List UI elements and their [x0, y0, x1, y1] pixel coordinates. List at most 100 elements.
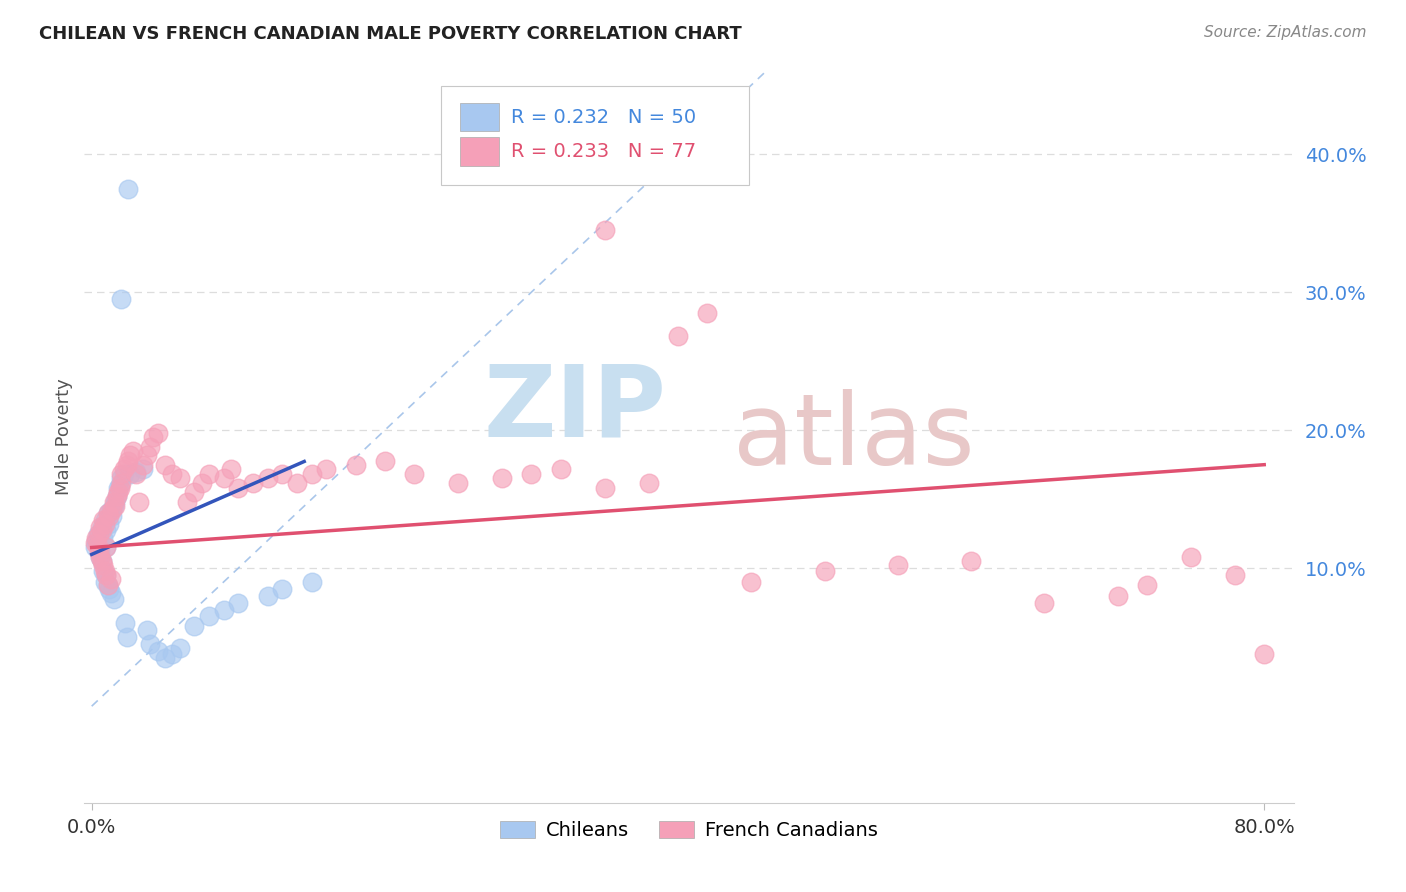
- Point: [1107, 589, 1129, 603]
- Point: [103, 495, 125, 509]
- Point: [91, 554, 114, 568]
- Point: [183, 619, 205, 633]
- Text: R = 0.233   N = 77: R = 0.233 N = 77: [512, 143, 696, 161]
- Point: [242, 475, 264, 490]
- Point: [87, 544, 110, 558]
- Point: [491, 471, 513, 485]
- Point: [447, 475, 470, 490]
- Point: [1136, 578, 1159, 592]
- Point: [162, 647, 184, 661]
- Point: [887, 558, 910, 573]
- Point: [146, 644, 169, 658]
- Point: [960, 554, 983, 568]
- Point: [121, 443, 143, 458]
- Point: [89, 550, 111, 565]
- Point: [97, 506, 120, 520]
- Point: [301, 467, 323, 482]
- Point: [374, 453, 396, 467]
- Point: [128, 495, 150, 509]
- Point: [212, 471, 235, 485]
- Point: [1033, 596, 1056, 610]
- Point: [105, 490, 128, 504]
- Point: [105, 490, 128, 504]
- Point: [146, 425, 169, 440]
- Point: [139, 637, 162, 651]
- Point: [89, 550, 111, 565]
- Point: [142, 430, 165, 444]
- Point: [256, 471, 278, 485]
- Point: [118, 467, 141, 482]
- Point: [100, 586, 122, 600]
- Text: R = 0.232   N = 50: R = 0.232 N = 50: [512, 108, 696, 127]
- Point: [112, 462, 135, 476]
- Point: [94, 574, 117, 589]
- Point: [115, 630, 138, 644]
- Point: [169, 471, 191, 485]
- Text: Source: ZipAtlas.com: Source: ZipAtlas.com: [1204, 25, 1367, 40]
- Point: [198, 467, 221, 482]
- Point: [97, 578, 120, 592]
- Point: [84, 531, 107, 545]
- Point: [124, 465, 146, 479]
- Point: [813, 564, 835, 578]
- Point: [101, 503, 124, 517]
- Point: [153, 651, 176, 665]
- Point: [520, 467, 543, 482]
- Point: [108, 481, 131, 495]
- Point: [110, 292, 132, 306]
- Point: [226, 596, 249, 610]
- Point: [696, 306, 718, 320]
- Point: [100, 572, 122, 586]
- Point: [107, 481, 129, 495]
- Point: [83, 541, 105, 555]
- Point: [118, 448, 141, 462]
- Point: [91, 554, 114, 568]
- Point: [153, 458, 176, 472]
- Point: [256, 589, 278, 603]
- Point: [593, 481, 616, 495]
- Point: [110, 467, 132, 482]
- Y-axis label: Male Poverty: Male Poverty: [55, 379, 73, 495]
- Text: ZIP: ZIP: [484, 361, 666, 458]
- Text: atlas: atlas: [733, 389, 974, 485]
- Point: [162, 467, 184, 482]
- Point: [94, 513, 117, 527]
- Point: [115, 458, 138, 472]
- FancyBboxPatch shape: [441, 86, 749, 185]
- Point: [1253, 647, 1275, 661]
- Point: [198, 609, 221, 624]
- Point: [100, 503, 122, 517]
- Point: [132, 462, 155, 476]
- Point: [96, 523, 118, 537]
- Point: [97, 506, 120, 520]
- Point: [87, 526, 110, 541]
- Point: [101, 508, 124, 523]
- Point: [226, 481, 249, 495]
- Point: [94, 516, 117, 531]
- Point: [96, 568, 118, 582]
- Point: [110, 471, 132, 485]
- Point: [89, 544, 111, 558]
- Point: [593, 223, 616, 237]
- Point: [91, 520, 114, 534]
- Point: [1180, 550, 1202, 565]
- Point: [404, 467, 426, 482]
- Point: [112, 467, 135, 482]
- Point: [183, 485, 205, 500]
- Point: [212, 602, 235, 616]
- Point: [315, 462, 337, 476]
- Point: [271, 467, 294, 482]
- Point: [124, 467, 146, 482]
- Point: [93, 531, 115, 545]
- Point: [93, 564, 115, 578]
- Point: [139, 440, 162, 454]
- Point: [740, 574, 762, 589]
- Point: [666, 329, 689, 343]
- Point: [219, 462, 242, 476]
- Point: [114, 616, 136, 631]
- Point: [107, 485, 129, 500]
- Point: [169, 641, 191, 656]
- Point: [93, 513, 115, 527]
- Point: [108, 478, 131, 492]
- Point: [91, 523, 114, 537]
